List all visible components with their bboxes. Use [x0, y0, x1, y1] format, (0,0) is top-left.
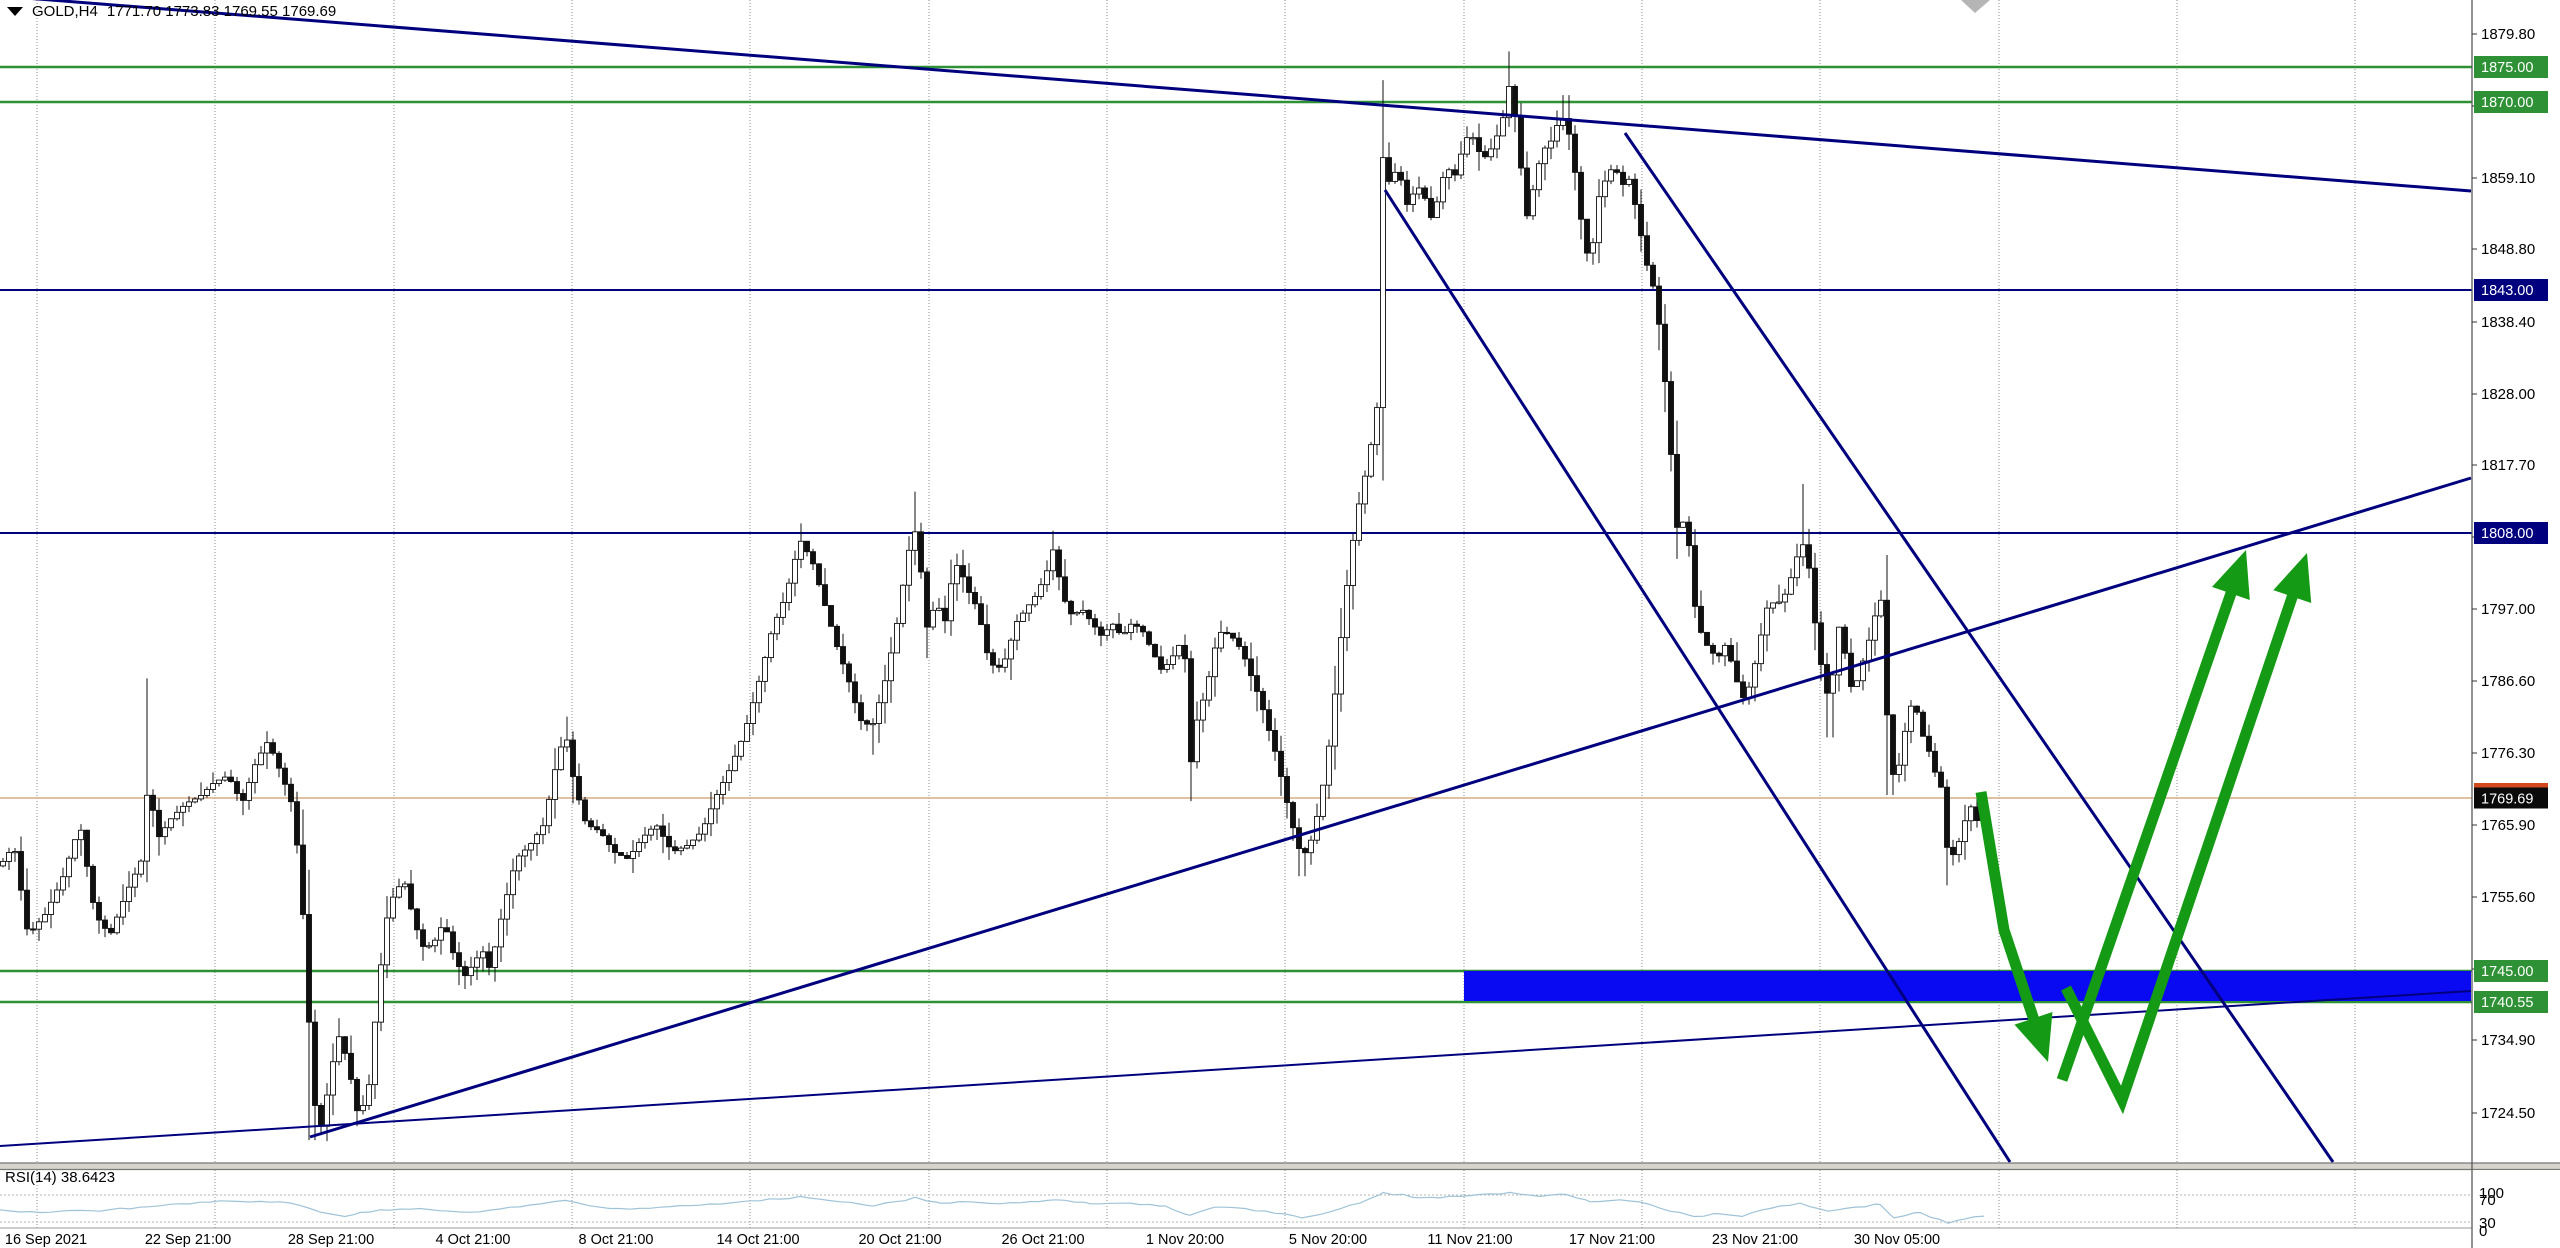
time-label: 5 Nov 20:00: [1289, 1232, 1367, 1248]
trendline-upper-descending[interactable]: [0, 0, 2472, 193]
rsi-line: [0, 1191, 1985, 1224]
time-label: 26 Oct 21:00: [1001, 1232, 1084, 1248]
price-badge-1870.00: [2474, 91, 2548, 113]
time-label: 1 Nov 20:00: [1146, 1232, 1224, 1248]
time-label: 11 Nov 21:00: [1427, 1232, 1512, 1248]
price-label: 1755.60: [2481, 889, 2535, 906]
svg-text:1745.00: 1745.00: [2481, 964, 2533, 980]
time-label: 4 Oct 21:00: [436, 1232, 511, 1248]
current-price-strip: [2474, 783, 2548, 788]
ohlc-values-label: 1771.70 1773.83 1769.55 1769.69: [106, 3, 337, 20]
time-axis[interactable]: 16 Sep 2021 22 Sep 21:00 28 Sep 21:00 4 Oct…: [5, 1232, 1940, 1248]
price-badge-1843.00: [2474, 279, 2548, 301]
supply-zone-rectangle[interactable]: [1464, 971, 2471, 1001]
projection-down-head: [2014, 1012, 2053, 1062]
trendline-channel-down-2[interactable]: [1623, 132, 2335, 1163]
price-label: 1734.90: [2481, 1032, 2535, 1049]
price-label: 1786.60: [2481, 673, 2535, 690]
trendline-channel-down-1[interactable]: [1383, 189, 2012, 1163]
svg-text:1769.69: 1769.69: [2481, 792, 2533, 808]
projection-up-1[interactable]: [2056, 585, 2239, 1082]
svg-text:1740.55: 1740.55: [2481, 995, 2533, 1011]
time-label: 8 Oct 21:00: [579, 1232, 654, 1248]
price-label: 1776.30: [2481, 745, 2535, 762]
symbol-dropdown-icon[interactable]: [7, 7, 23, 16]
rsi-scale-label: 70: [2479, 1192, 2496, 1209]
chart-shift-marker-icon[interactable]: [1961, 0, 1990, 13]
time-label: 23 Nov 21:00: [1712, 1232, 1798, 1248]
svg-text:1843.00: 1843.00: [2481, 283, 2533, 299]
rsi-indicator-label: RSI(14) 38.6423: [5, 1169, 116, 1186]
time-gridlines: [36, 0, 2356, 1228]
price-axis[interactable]: 1879.80 1859.10 1848.80 1838.40 1828.00 1817.…: [2471, 0, 2560, 1248]
pane-splitter[interactable]: [0, 1162, 2560, 1170]
price-label: 1797.00: [2481, 601, 2535, 618]
symbol-timeframe-label: GOLD,H4: [32, 3, 98, 20]
projection-up-1-head: [2212, 550, 2250, 601]
time-label: 20 Oct 21:00: [858, 1232, 941, 1248]
price-label: 1828.00: [2481, 386, 2535, 403]
projection-up-2-head: [2273, 553, 2312, 603]
trendlines[interactable]: [0, 0, 2472, 1163]
time-label: 14 Oct 21:00: [716, 1232, 799, 1248]
time-label: 16 Sep 2021: [5, 1232, 87, 1248]
svg-text:1875.00: 1875.00: [2481, 60, 2533, 76]
rsi-scale-label: 100: [2479, 1185, 2504, 1202]
trendline-major-uptrend[interactable]: [309, 476, 2472, 1139]
price-label: 1817.70: [2481, 457, 2535, 474]
price-label: 1765.90: [2481, 817, 2535, 834]
price-label: 1838.40: [2481, 314, 2535, 331]
price-badge-1808.00: [2474, 522, 2548, 544]
rsi-pane[interactable]: [0, 1191, 2472, 1224]
time-label: 28 Sep 21:00: [288, 1232, 374, 1248]
price-label: 1879.80: [2481, 26, 2535, 43]
projection-up-2[interactable]: [2061, 589, 2300, 1115]
rsi-scale-label: 0: [2479, 1223, 2487, 1240]
candlesticks[interactable]: [0, 51, 1986, 1142]
current-price-badge: [2474, 787, 2548, 809]
time-label: 22 Sep 21:00: [145, 1232, 231, 1248]
trend-arrows[interactable]: [1975, 550, 2312, 1115]
svg-text:1870.00: 1870.00: [2481, 95, 2533, 111]
rsi-scale-label: 30: [2479, 1215, 2496, 1232]
chart-symbol-header: GOLD,H4 1771.70 1773.83 1769.55 1769.69: [7, 3, 336, 20]
time-label: 30 Nov 05:00: [1854, 1232, 1940, 1248]
trendline-lower-uptrend[interactable]: [0, 990, 2472, 1147]
svg-text:1808.00: 1808.00: [2481, 526, 2533, 542]
horizontal-levels[interactable]: [0, 65, 2472, 1004]
price-badge-1740.55: [2474, 991, 2548, 1013]
price-label: 1724.50: [2481, 1105, 2535, 1122]
projection-down[interactable]: [1975, 791, 2041, 1026]
price-label: 1848.80: [2481, 241, 2535, 258]
price-label: 1859.10: [2481, 170, 2535, 187]
price-badge-1875.00: [2474, 56, 2548, 78]
time-label: 17 Nov 21:00: [1569, 1232, 1655, 1248]
price-badge-1745.00: [2474, 960, 2548, 982]
